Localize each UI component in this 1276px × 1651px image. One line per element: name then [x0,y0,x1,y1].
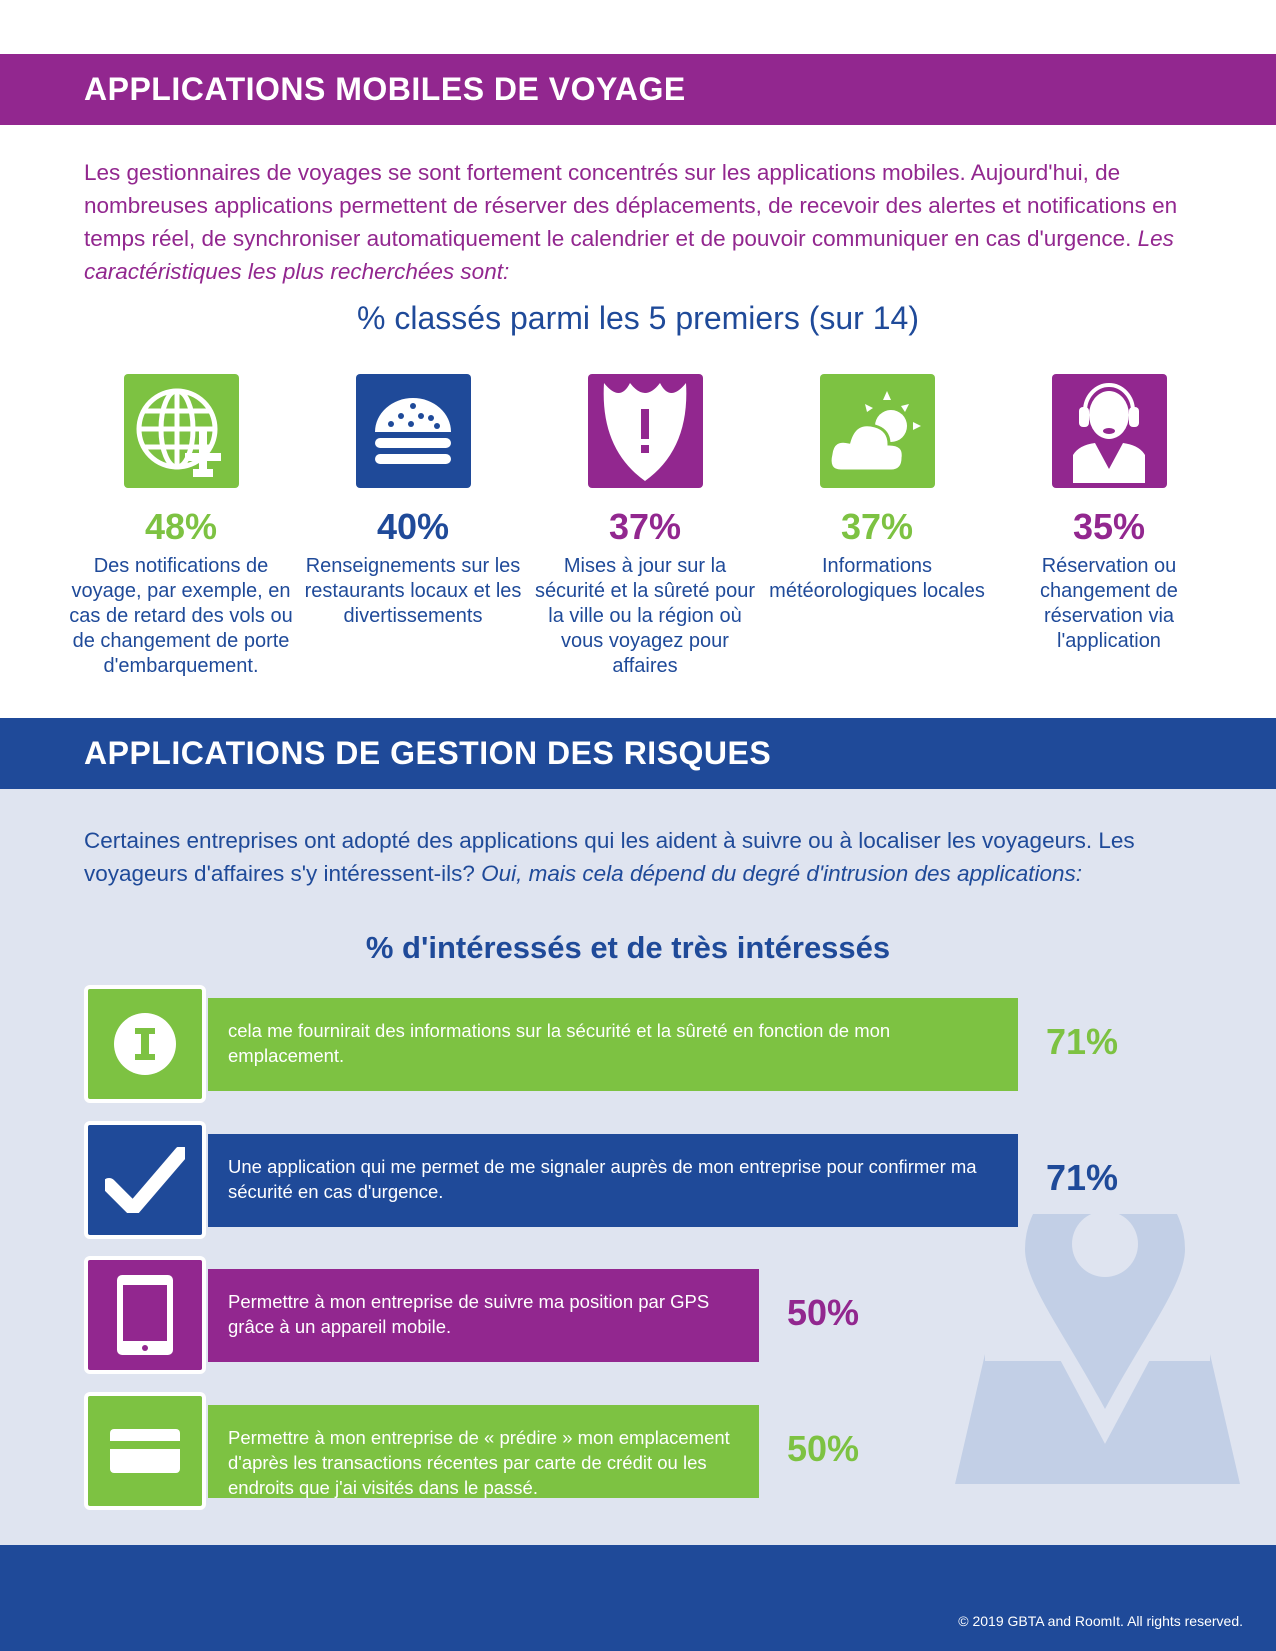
bar-label: Une application qui me permet de me sign… [228,1156,977,1202]
features-subtitle: % classés parmi les 5 premiers (sur 14) [357,300,919,336]
feature-percent: 40% [376,506,450,547]
bar-label: Permettre à mon entreprise de « prédire … [228,1427,730,1498]
risk-intro-text: Certaines entreprises ont adopté des app… [84,828,1135,886]
chart-bar: Permettre à mon entreprise de suivre ma … [208,1269,759,1362]
feature-percent: 35% [1072,506,1146,547]
chart-bar: cela me fournirait des informations sur … [208,998,1018,1091]
bar-label: Permettre à mon entreprise de suivre ma … [228,1291,710,1337]
feature-item: 37% Informations météorologiques locales [762,374,992,604]
bar-value-label: 50% [787,1428,860,1469]
chart-bar-row: Une application qui me permet de me sign… [84,1121,1184,1239]
feature-description: Mises à jour sur la sécurité et la sûret… [534,555,756,677]
bar-value-label: 71% [1046,1157,1119,1198]
burger-icon [355,374,471,488]
copyright: © 2019 GBTA and RoomIt. All rights reser… [958,1613,1243,1629]
shield-alert-icon [587,374,703,488]
intro-italic: Les caractéristiques les plus recherchée… [84,226,1174,284]
chart-bar: Une application qui me permet de me sign… [208,1134,1018,1227]
weather-icon [819,374,935,488]
chart-bar-row: cela me fournirait des informations sur … [84,985,1184,1103]
feature-description: Informations météorologiques locales [769,555,985,602]
feature-percent: 37% [608,506,682,547]
feature-description: Réservation ou changement de réservation… [1040,555,1178,652]
map-pin-icon [955,1214,1240,1484]
feature-item: 48% Des notifications de voyage, par exe… [66,374,296,679]
bar-value-label: 71% [1046,1021,1119,1062]
feature-percent: 48% [144,506,218,547]
chart-bar: Permettre à mon entreprise de « prédire … [208,1405,759,1498]
tablet-icon [84,1256,206,1374]
risk-intro-italic: Oui, mais cela dépend du degré d'intrusi… [481,861,1083,886]
feature-percent: 37% [840,506,914,547]
chart-bar-row: Permettre à mon entreprise de suivre ma … [84,1256,1184,1374]
feature-item: 35% Réservation ou changement de réserva… [994,374,1224,654]
info-icon [84,985,206,1103]
footer: © 2019 GBTA and RoomIt. All rights reser… [0,1545,1276,1651]
credit-card-icon [84,1392,206,1510]
chart-bar-row: Permettre à mon entreprise de « prédire … [84,1392,1184,1510]
feature-item: 37% Mises à jour sur la sécurité et la s… [530,374,760,679]
section-header-risk-apps: APPLICATIONS DE GESTION DES RISQUES [0,718,1276,789]
intro-text: Les gestionnaires de voyages se sont for… [84,160,1178,251]
chart-title: % d'intéressés et de très intéressés [365,930,891,965]
checkmark-icon [84,1121,206,1239]
intro-paragraph: Les gestionnaires de voyages se sont for… [84,156,1204,288]
section-header-mobile-apps: APPLICATIONS MOBILES DE VOYAGE [0,54,1276,125]
bar-label: cela me fournirait des informations sur … [228,1020,891,1066]
feature-description: Des notifications de voyage, par exemple… [69,555,293,677]
feature-item: 40% Renseignements sur les restaurants l… [298,374,528,629]
agent-headset-icon [1051,374,1167,488]
bar-value-label: 50% [787,1292,860,1333]
globe-plane-icon [123,374,239,488]
risk-intro: Certaines entreprises ont adopté des app… [84,824,1214,890]
feature-description: Renseignements sur les restaurants locau… [304,555,522,627]
